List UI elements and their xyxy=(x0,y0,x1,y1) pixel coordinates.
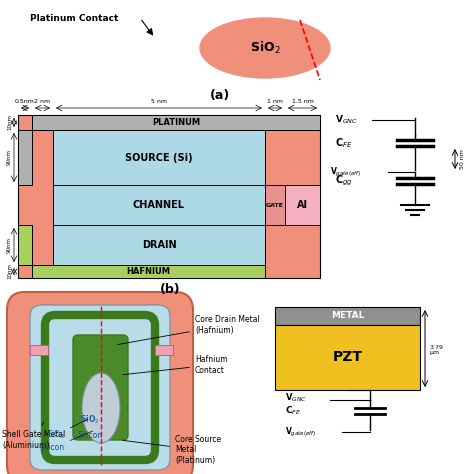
Text: V$_{gate(eff)}$: V$_{gate(eff)}$ xyxy=(330,165,361,179)
Bar xyxy=(53,225,265,265)
Text: Al: Al xyxy=(297,200,308,210)
Text: 10nm: 10nm xyxy=(7,263,12,279)
Text: 0.5nm: 0.5nm xyxy=(15,99,35,104)
Text: Shell Gate Metal
(Aluminium): Shell Gate Metal (Aluminium) xyxy=(2,422,65,450)
Text: 1 nm: 1 nm xyxy=(267,99,283,104)
Text: DRAIN: DRAIN xyxy=(142,240,176,250)
Text: 1.5 nm: 1.5 nm xyxy=(292,99,313,104)
FancyBboxPatch shape xyxy=(30,305,170,470)
Ellipse shape xyxy=(200,18,330,78)
Text: GATE: GATE xyxy=(266,202,284,208)
Text: V$_{gate(eff)}$: V$_{gate(eff)}$ xyxy=(285,426,316,438)
FancyBboxPatch shape xyxy=(7,292,193,474)
Ellipse shape xyxy=(82,373,120,443)
Text: SiO$_2$: SiO$_2$ xyxy=(47,419,88,441)
Text: C$_{FE}$: C$_{FE}$ xyxy=(335,136,353,150)
Bar xyxy=(285,185,320,225)
Bar xyxy=(53,185,265,225)
Bar xyxy=(32,115,320,130)
Text: C$_{FE}$: C$_{FE}$ xyxy=(285,405,301,417)
Bar xyxy=(18,225,32,265)
Text: SOURCE (Si): SOURCE (Si) xyxy=(125,153,193,163)
Text: PZT: PZT xyxy=(332,350,363,364)
Text: PLATINUM: PLATINUM xyxy=(152,118,200,127)
Text: Core Source
Metal
(Platinum): Core Source Metal (Platinum) xyxy=(123,435,221,465)
Text: 10nm: 10nm xyxy=(7,114,12,130)
Text: 50 nm: 50 nm xyxy=(460,149,465,169)
Bar xyxy=(155,345,173,355)
Text: V$_{GNC}$: V$_{GNC}$ xyxy=(285,392,307,404)
Text: Hafnium
Contact: Hafnium Contact xyxy=(123,356,228,375)
Bar xyxy=(275,307,420,325)
Text: Silicon: Silicon xyxy=(77,430,102,439)
Text: Silicon: Silicon xyxy=(40,431,92,453)
Text: 90nm: 90nm xyxy=(7,149,12,165)
Text: Platinum Contact: Platinum Contact xyxy=(30,13,118,22)
Text: (a): (a) xyxy=(210,89,230,101)
Text: CHANNEL: CHANNEL xyxy=(133,200,185,210)
Text: SiO$_2$: SiO$_2$ xyxy=(80,414,100,426)
Bar xyxy=(53,130,265,185)
Bar xyxy=(265,185,285,225)
Bar xyxy=(30,345,48,355)
Text: 3.79
μm: 3.79 μm xyxy=(430,345,444,356)
Bar xyxy=(275,325,420,390)
Bar xyxy=(32,265,265,278)
FancyBboxPatch shape xyxy=(73,335,128,440)
Text: Core Drain Metal
(Hafnium): Core Drain Metal (Hafnium) xyxy=(118,315,260,345)
Bar xyxy=(18,115,320,278)
Text: C$_{gg}$: C$_{gg}$ xyxy=(335,174,353,188)
Text: (b): (b) xyxy=(160,283,180,297)
Text: 2 nm: 2 nm xyxy=(35,99,51,104)
Text: V$_{GNC}$: V$_{GNC}$ xyxy=(335,114,358,126)
Text: SiO$_2$: SiO$_2$ xyxy=(250,40,280,56)
Text: METAL: METAL xyxy=(331,311,364,320)
Text: HAFNIUM: HAFNIUM xyxy=(127,267,171,276)
Text: 90nm: 90nm xyxy=(7,237,12,253)
Bar xyxy=(18,130,32,185)
Text: 5 nm: 5 nm xyxy=(151,99,167,104)
